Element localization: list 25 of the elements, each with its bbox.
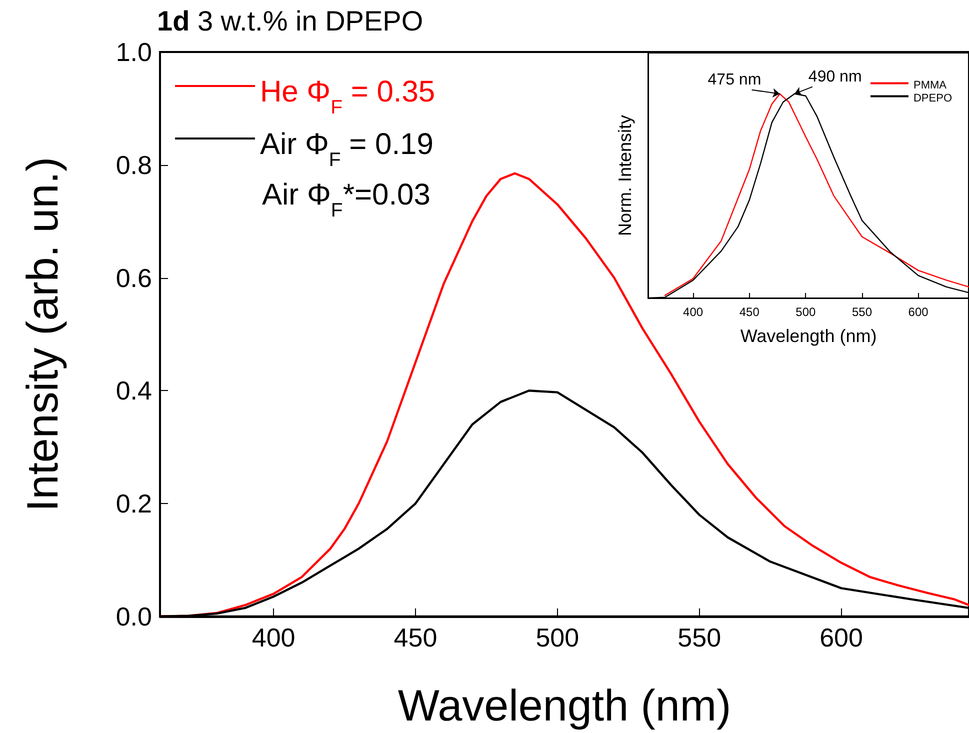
y-tick-label: 0.2 (116, 488, 152, 519)
y-tick-label: 1.0 (116, 37, 152, 67)
legend-label: PMMA (913, 80, 948, 92)
x-tick-label: 550 (678, 622, 722, 652)
x-tick-label: 550 (852, 305, 872, 319)
y-tick-label: 0.4 (116, 376, 152, 406)
legend-label: DPEPO (913, 92, 952, 104)
chart-title: 1d 3 w.t.% in DPEPO (157, 6, 424, 36)
x-tick-label: 500 (536, 622, 580, 652)
x-tick-label: 600 (820, 622, 863, 652)
x-tick-label: 450 (394, 622, 438, 652)
x-tick-label: 450 (739, 305, 760, 319)
x-tick-label: 600 (908, 305, 929, 319)
x-axis-title: Wavelength (nm) (740, 326, 877, 346)
y-tick-label: 0.0 (116, 601, 152, 632)
x-tick-label: 500 (796, 305, 816, 319)
annotation: 490 nm (808, 68, 862, 86)
x-axis-title: Wavelength (nm) (398, 682, 732, 730)
annotation: 475 nm (708, 72, 762, 89)
y-tick-label: 0.6 (116, 262, 152, 293)
x-tick-label: 400 (252, 622, 296, 652)
y-axis-title: Norm. Intensity (615, 114, 635, 236)
x-tick-label: 400 (683, 305, 704, 319)
y-axis-title: Intensity (arb. un.) (18, 156, 68, 512)
y-tick-label: 0.8 (116, 150, 152, 180)
